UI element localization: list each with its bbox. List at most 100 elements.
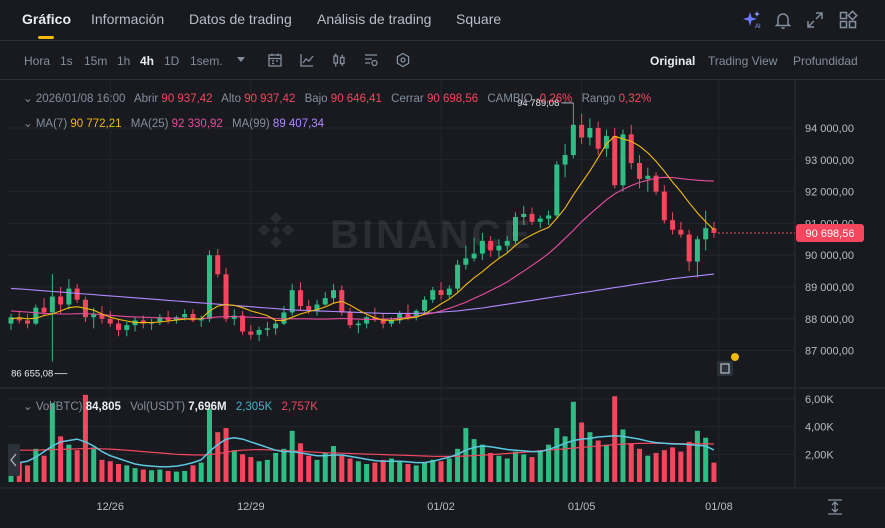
ma7-label: MA(7)	[35, 118, 68, 130]
candle-body	[430, 290, 436, 300]
candle-body	[289, 290, 295, 313]
binance-logo-watermark	[258, 212, 294, 248]
chart-toolbar: Hora 1s 15m 1h 4h 1D 1sem. Original Trad…	[0, 41, 885, 80]
volume-bar	[637, 448, 643, 482]
tab-analisis-trading[interactable]: Análisis de trading	[317, 11, 432, 27]
candle-body	[182, 314, 188, 318]
candle-body	[703, 228, 709, 240]
volume-bar	[455, 448, 461, 482]
layout-settings-icon[interactable]	[395, 52, 411, 68]
candle-body	[306, 306, 312, 311]
candle-body	[645, 175, 651, 179]
view-trading-view[interactable]: Trading View	[708, 54, 778, 68]
ma25-value: 92 330,92	[171, 118, 223, 130]
tab-datos-trading[interactable]: Datos de trading	[189, 11, 292, 27]
candle-body	[405, 314, 411, 318]
current-price-tag	[796, 223, 864, 242]
line-chart-icon[interactable]	[299, 52, 315, 68]
notes-glyph	[720, 363, 730, 374]
expand-icon[interactable]	[805, 10, 825, 30]
candle-body	[231, 315, 237, 319]
volume-bar	[488, 452, 494, 482]
timeframe-hora[interactable]: Hora	[24, 54, 51, 68]
candle-body	[471, 253, 477, 259]
view-profundidad[interactable]: Profundidad	[793, 54, 858, 68]
candle-body	[546, 215, 552, 219]
volume-bar	[595, 440, 601, 482]
volume-bar	[479, 444, 485, 482]
timeframe-1sem[interactable]: 1sem.	[190, 54, 223, 68]
candle-body	[33, 307, 39, 324]
timeframe-1h[interactable]: 1h	[117, 54, 131, 68]
grid-layout-icon[interactable]	[838, 10, 858, 30]
collapse-chevron-icon[interactable]: ⌄	[23, 118, 33, 130]
volume-bar	[165, 470, 171, 482]
volume-bar	[149, 470, 155, 482]
timeframe-4h[interactable]: 4h	[140, 54, 155, 68]
candle-body	[198, 318, 204, 321]
candlestick-icon[interactable]	[331, 52, 347, 68]
notes-badge-icon	[717, 361, 733, 376]
tab-grafico[interactable]: Gráfico	[22, 11, 72, 27]
view-original[interactable]: Original	[650, 54, 696, 68]
candle-body	[463, 258, 469, 265]
candle-body	[314, 304, 320, 311]
indicator-settings-icon[interactable]	[363, 52, 379, 68]
candle-body	[488, 240, 494, 251]
watermark-text: BINANCE	[330, 213, 533, 257]
candle-body	[496, 245, 502, 251]
tab-square[interactable]: Square	[456, 11, 502, 27]
volume-bar	[132, 468, 138, 482]
volume-bar	[587, 432, 593, 482]
candle-body	[49, 296, 55, 313]
current-price-text: 90 698,56	[806, 228, 855, 240]
candle-body	[711, 228, 717, 234]
timeframe-1d[interactable]: 1D	[164, 54, 180, 68]
volume-bar	[91, 447, 97, 482]
candle-body	[157, 317, 163, 322]
ohlc-info: ⌄ 2026/01/08 16:00 Abrir 90 937,42 Alto …	[23, 91, 651, 105]
volume-info: ⌄ Vol(BTC) 84,805 Vol(USDT) 7,696M 2,305…	[23, 399, 318, 413]
volume-bar	[446, 458, 452, 482]
candle-body	[397, 314, 403, 321]
ma99-line	[10, 273, 714, 314]
candle-body	[380, 318, 386, 324]
candle-body	[66, 288, 72, 305]
candle-body	[58, 296, 64, 305]
candle-body	[620, 134, 626, 186]
low-marker-text: 86 655,08	[11, 369, 53, 380]
candle-body	[322, 298, 328, 305]
top-nav: Gráfico Información Datos de trading Aná…	[0, 0, 885, 41]
candle-body	[637, 162, 643, 179]
candle-body	[173, 317, 179, 321]
volume-bar	[430, 459, 436, 482]
timeframe-1s[interactable]: 1s	[60, 54, 73, 68]
bell-icon[interactable]	[773, 10, 793, 30]
price-tick-label: 93 000,00	[805, 155, 854, 167]
calendar-icon[interactable]	[267, 52, 283, 68]
low-value: 90 646,41	[330, 93, 382, 105]
candle-body	[628, 134, 634, 163]
candle-body	[512, 217, 518, 241]
tab-informacion[interactable]: Información	[91, 11, 165, 27]
ai-sparkle-icon[interactable]: AI	[742, 10, 762, 30]
volume-bar	[256, 461, 262, 482]
timeframe-15m[interactable]: 15m	[84, 54, 108, 68]
volume-bar	[355, 461, 361, 482]
svg-text:AI: AI	[755, 24, 761, 30]
candle-body	[107, 318, 113, 324]
price-tick-label: 90 000,00	[805, 250, 854, 262]
collapse-chevron-icon[interactable]: ⌄	[23, 401, 33, 413]
volume-bar	[297, 443, 303, 482]
candle-body	[455, 264, 461, 289]
volume-tick-label: 4,00K	[805, 422, 834, 434]
change-value: -0,26%	[535, 93, 573, 105]
volume-bar	[645, 455, 651, 482]
ohlc-date: 2026/01/08 16:00	[35, 93, 126, 105]
vol-usdt-value: 7,696M	[188, 401, 227, 413]
vol-ma-red-value: 2,757K	[281, 401, 318, 413]
chevron-down-icon[interactable]	[235, 53, 247, 65]
volume-bar	[49, 403, 55, 482]
collapse-chevron-icon[interactable]: ⌄	[23, 93, 33, 105]
